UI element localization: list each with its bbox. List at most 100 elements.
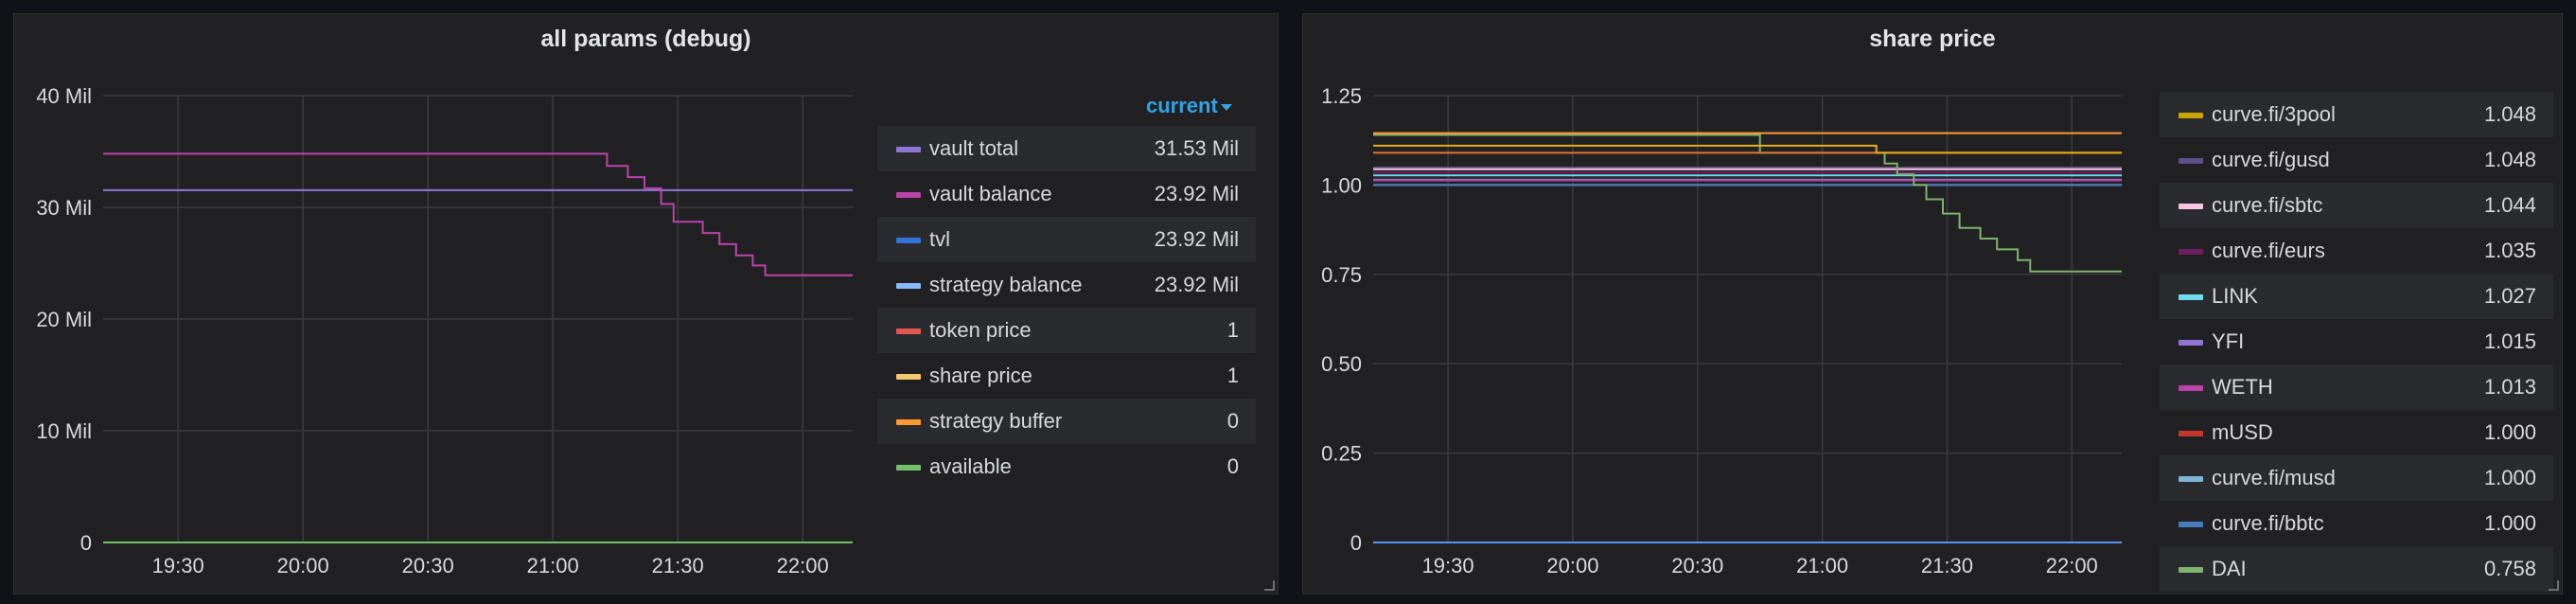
legend-value: 23.92 Mil [1125,217,1256,262]
legend-item[interactable]: mUSD 1.000 [2160,410,2553,455]
y-tick-label: 0.75 [1321,263,1362,287]
legend-item[interactable]: LINK 1.027 [2160,274,2553,319]
legend-label[interactable]: LINK [2212,274,2431,319]
legend-label[interactable]: mUSD [2212,420,2273,444]
legend-label[interactable]: DAI [2212,546,2431,592]
legend-label[interactable]: curve.fi/bbtc [2212,511,2324,535]
legend-value: 23.92 Mil [1154,182,1239,205]
share-price-chart: 0 0.25 0.50 0.75 1.00 1.25 19:30 20:00 20:30 21:0… [1321,84,2122,577]
caret-down-icon [1220,103,1232,111]
legend-item[interactable]: curve.fi/sbtc 1.044 [2160,183,2553,228]
legend-swatch [2160,319,2212,364]
x-tick-label: 21:30 [1921,554,1973,577]
legend-item[interactable]: strategy buffer 0 [877,399,1256,444]
legend-item[interactable]: share price 1 [877,353,1256,399]
legend-label[interactable]: WETH [2212,364,2431,410]
legend-label[interactable]: strategy balance [929,273,1083,296]
legend-item[interactable]: curve.fi/gusd 1.048 [2160,137,2553,183]
legend-label[interactable]: strategy buffer [929,399,1126,444]
legend-label[interactable]: curve.fi/eurs [2212,239,2325,262]
legend-label[interactable]: curve.fi/gusd [2212,148,2330,171]
y-tick-label: 1.00 [1321,173,1362,197]
resize-handle-icon[interactable] [2549,580,2559,591]
legend-item[interactable]: YFI 1.015 [2160,319,2553,364]
legend-value: 1.027 [2430,274,2553,319]
legend-item[interactable]: vault balance 23.92 Mil [877,171,1256,217]
legend-color-icon [2179,431,2203,437]
legend-color-icon [2179,567,2203,574]
legend-color-icon [896,329,921,335]
legend-label[interactable]: share price [929,364,1032,387]
legend-label[interactable]: YFI [2212,329,2245,353]
legend-label[interactable]: vault balance [929,182,1052,205]
all-params-panel: all params (debug) 0 10 Mil 20 Mil 30 Mil 40… [13,13,1279,595]
x-tick-label: 19:30 [1422,554,1474,577]
legend-item[interactable]: curve.fi/musd 1.000 [2160,455,2553,501]
legend-value: 1.000 [2430,455,2553,501]
x-tick-label: 20:30 [402,554,454,577]
legend-swatch [877,126,929,171]
series-line [1373,144,2122,154]
legend-label[interactable]: tvl [929,217,1126,262]
legend-value: 1.048 [2483,148,2536,171]
x-tick-label: 21:00 [527,554,579,577]
legend-item[interactable]: vault total 31.53 Mil [877,126,1256,171]
legend-sort-current[interactable]: current [1146,94,1232,118]
legend-swatch [2160,410,2212,455]
panel-title[interactable]: all params (debug) [540,26,751,52]
x-tick-label: 19:30 [152,554,204,577]
x-tick-label: 21:00 [1796,554,1848,577]
legend-label[interactable]: curve.fi/musd [2212,455,2431,501]
legend-color-icon [896,238,921,244]
y-tick-label: 1.25 [1321,84,1362,108]
panel-title[interactable]: share price [1869,26,1996,52]
y-tick-label: 0 [1350,531,1362,555]
x-tick-label: 22:00 [777,554,829,577]
legend-item[interactable]: strategy balance 23.92 Mil [877,262,1256,308]
legend-swatch [2160,274,2212,319]
legend-item[interactable]: curve.fi/3pool 1.048 [2160,92,2553,137]
legend-swatch [877,308,929,353]
legend-item[interactable]: WETH 1.013 [2160,364,2553,410]
legend-value: 0.758 [2430,546,2553,592]
legend-swatch [877,171,929,217]
legend-color-icon [2179,158,2203,165]
series-line [1373,133,2122,273]
legend-swatch [2160,501,2212,546]
all-params-chart: 0 10 Mil 20 Mil 30 Mil 40 Mil 19:30 20:00 20:30… [36,84,853,577]
legend-item[interactable]: curve.fi/bbtc 1.000 [2160,501,2553,546]
legend-color-icon [896,283,921,290]
legend-label[interactable]: available [929,454,1012,478]
legend-table: vault total 31.53 Mil vault balance 23.92 M… [877,126,1256,489]
legend-item[interactable]: curve.fi/eurs 1.035 [2160,228,2553,274]
legend-label[interactable]: curve.fi/sbtc [2212,183,2431,228]
legend-value: 1.035 [2483,239,2536,262]
resize-handle-icon[interactable] [1264,580,1275,591]
legend-item[interactable]: token price 1 [877,308,1256,353]
legend-swatch [2160,137,2212,183]
x-tick-label: 20:00 [277,554,329,577]
legend-label[interactable]: vault total [929,126,1126,171]
legend-item[interactable]: tvl 23.92 Mil [877,217,1256,262]
legend-value: 1.013 [2430,364,2553,410]
legend-color-icon [896,374,921,381]
legend-color-icon [2179,385,2203,392]
legend-color-icon [896,419,921,426]
legend-value: 0 [1226,454,1239,478]
legend-swatch [2160,92,2212,137]
legend-label[interactable]: curve.fi/3pool [2212,92,2431,137]
legend-item[interactable]: available 0 [877,444,1256,489]
legend-value: 1.000 [2483,420,2536,444]
legend-item[interactable]: DAI 0.758 [2160,546,2553,592]
y-tick-label: 0.50 [1321,352,1362,376]
legend-swatch [2160,228,2212,274]
legend-label[interactable]: token price [929,308,1126,353]
x-tick-label: 20:30 [1671,554,1723,577]
legend-value: 1 [1125,308,1256,353]
legend-value: 0 [1125,399,1256,444]
legend-swatch [2160,546,2212,592]
legend-color-icon [896,147,921,153]
legend-color-icon [896,192,921,199]
legend-color-icon [896,465,921,471]
legend-swatch [2160,183,2212,228]
